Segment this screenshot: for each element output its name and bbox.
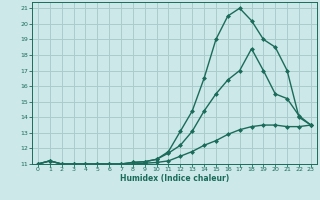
X-axis label: Humidex (Indice chaleur): Humidex (Indice chaleur)	[120, 174, 229, 183]
